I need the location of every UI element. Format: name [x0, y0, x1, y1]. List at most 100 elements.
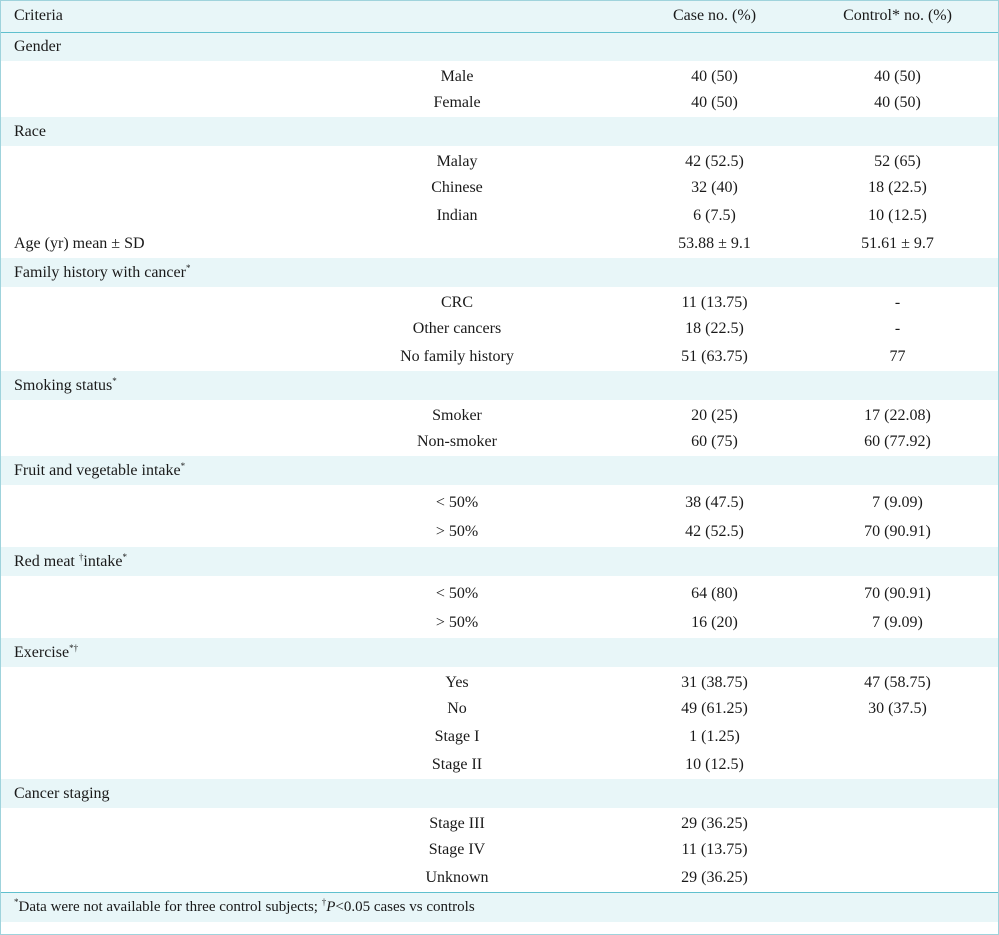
row-label: > 50%	[435, 613, 479, 631]
category-exercise: Exercise*†	[1, 638, 998, 667]
table-row: Smoker 20 (25) 17 (22.08)	[1, 400, 998, 428]
control-value: 52 (65)	[874, 153, 921, 170]
case-value: 40 (50)	[691, 94, 738, 111]
control-value	[797, 751, 998, 779]
case-value: 64 (80)	[691, 584, 738, 602]
row-label: Stage I	[434, 728, 480, 745]
row-label: Non-smoker	[417, 433, 497, 450]
control-value: -	[894, 320, 901, 337]
table-row: Yes 31 (38.75) 47 (58.75)	[1, 667, 998, 695]
case-value: 11 (13.75)	[681, 841, 748, 858]
row-label: Stage II	[431, 756, 483, 773]
row-label: No family history	[400, 348, 514, 365]
row-label: Unknown	[425, 868, 489, 886]
control-value: 47 (58.75)	[864, 674, 931, 691]
row-label: Malay	[436, 153, 478, 170]
control-value: 60 (77.92)	[864, 433, 931, 450]
table-row: Unknown 29 (36.25)	[1, 864, 998, 892]
header-blank	[282, 1, 632, 32]
case-value: 29 (36.25)	[681, 868, 748, 886]
case-value: 40 (50)	[691, 68, 738, 85]
header-control: Control* no. (%)	[843, 7, 952, 25]
category-label: Gender	[14, 37, 62, 55]
footnote-mark: *	[185, 262, 191, 273]
table-row: Stage III 29 (36.25)	[1, 808, 998, 836]
footnote-mark: *	[14, 896, 19, 907]
control-value: -	[894, 294, 901, 311]
category-fruit-vegetable: Fruit and vegetable intake*	[1, 456, 998, 485]
control-value: 70 (90.91)	[864, 522, 931, 540]
row-label: Smoker	[432, 407, 482, 424]
category-family-history: Family history with cancer*	[1, 258, 998, 287]
case-value: 18 (22.5)	[685, 320, 744, 337]
table-row: Other cancers 18 (22.5) -	[1, 315, 998, 343]
control-value: 10 (12.5)	[868, 207, 927, 224]
case-value: 53.88 ± 9.1	[678, 235, 751, 252]
table-row: > 50% 16 (20) 7 (9.09)	[1, 607, 998, 638]
control-value	[797, 808, 998, 836]
row-label: Other cancers	[412, 320, 502, 337]
table-row: Chinese 32 (40) 18 (22.5)	[1, 174, 998, 202]
control-value: 7 (9.09)	[872, 493, 923, 511]
category-label: Smoking status	[14, 376, 113, 394]
table-row: CRC 11 (13.75) -	[1, 287, 998, 315]
table-row: < 50% 64 (80) 70 (90.91)	[1, 576, 998, 607]
category-label: Fruit and vegetable intake	[14, 461, 181, 479]
table-row: Male 40 (50) 40 (50)	[1, 61, 998, 89]
control-value	[797, 864, 998, 892]
table-row: Stage II 10 (12.5)	[1, 751, 998, 779]
control-value: 51.61 ± 9.7	[861, 235, 934, 252]
case-value: 6 (7.5)	[693, 207, 736, 224]
row-label: > 50%	[435, 522, 479, 540]
control-value: 70 (90.91)	[864, 584, 931, 602]
control-value: 18 (22.5)	[868, 179, 927, 196]
row-label: Stage IV	[428, 841, 486, 858]
case-value: 49 (61.25)	[681, 700, 748, 717]
case-value: 20 (25)	[691, 407, 738, 424]
row-label: CRC	[440, 294, 473, 311]
case-value: 29 (36.25)	[681, 815, 748, 832]
footnote: *Data were not available for three contr…	[1, 892, 998, 922]
row-label: Indian	[436, 207, 478, 224]
table-row: Indian 6 (7.5) 10 (12.5)	[1, 202, 998, 230]
footnote-mark: †	[78, 551, 84, 562]
category-race: Race	[1, 117, 998, 146]
category-label-part: intake	[83, 552, 123, 570]
control-value	[797, 723, 998, 751]
table-row: No 49 (61.25) 30 (37.5)	[1, 695, 998, 723]
header-row: Criteria Case no. (%) Control* no. (%)	[1, 1, 998, 32]
table-row: No family history 51 (63.75) 77	[1, 343, 998, 371]
table-row: Female 40 (50) 40 (50)	[1, 89, 998, 117]
table-row: Non-smoker 60 (75) 60 (77.92)	[1, 428, 998, 456]
table-row: < 50% 38 (47.5) 7 (9.09)	[1, 485, 998, 516]
control-value: 7 (9.09)	[872, 613, 923, 631]
footnote-mark: *†	[69, 642, 79, 653]
control-value: 30 (37.5)	[868, 700, 927, 717]
table-row: Stage I 1 (1.25)	[1, 723, 998, 751]
control-value	[797, 836, 998, 864]
footnote-mark: †	[321, 896, 327, 907]
category-red-meat: Red meat †intake*	[1, 547, 998, 576]
footnote-mark: *	[112, 375, 117, 386]
footnote-text: Data were not available for three contro…	[18, 898, 322, 915]
category-label: Race	[14, 122, 46, 140]
case-value: 51 (63.75)	[681, 348, 748, 365]
category-label-part: Red meat	[14, 552, 79, 570]
footnote-mark: *	[122, 551, 127, 562]
header-case: Case no. (%)	[672, 7, 757, 25]
footnote-p: P	[326, 898, 336, 915]
category-label: Family history with cancer	[14, 263, 186, 281]
category-label: Exercise	[14, 643, 70, 661]
table-row: Stage IV 11 (13.75)	[1, 836, 998, 864]
age-label: Age (yr) mean ± SD	[14, 235, 145, 252]
category-smoking: Smoking status*	[1, 371, 998, 400]
row-label: Male	[440, 68, 474, 85]
footnote-mark: *	[180, 460, 186, 471]
row-label: < 50%	[435, 493, 479, 511]
case-value: 60 (75)	[691, 433, 738, 450]
control-value: 77	[889, 348, 906, 365]
row-label: Stage III	[429, 815, 485, 832]
case-value: 16 (20)	[691, 613, 738, 631]
